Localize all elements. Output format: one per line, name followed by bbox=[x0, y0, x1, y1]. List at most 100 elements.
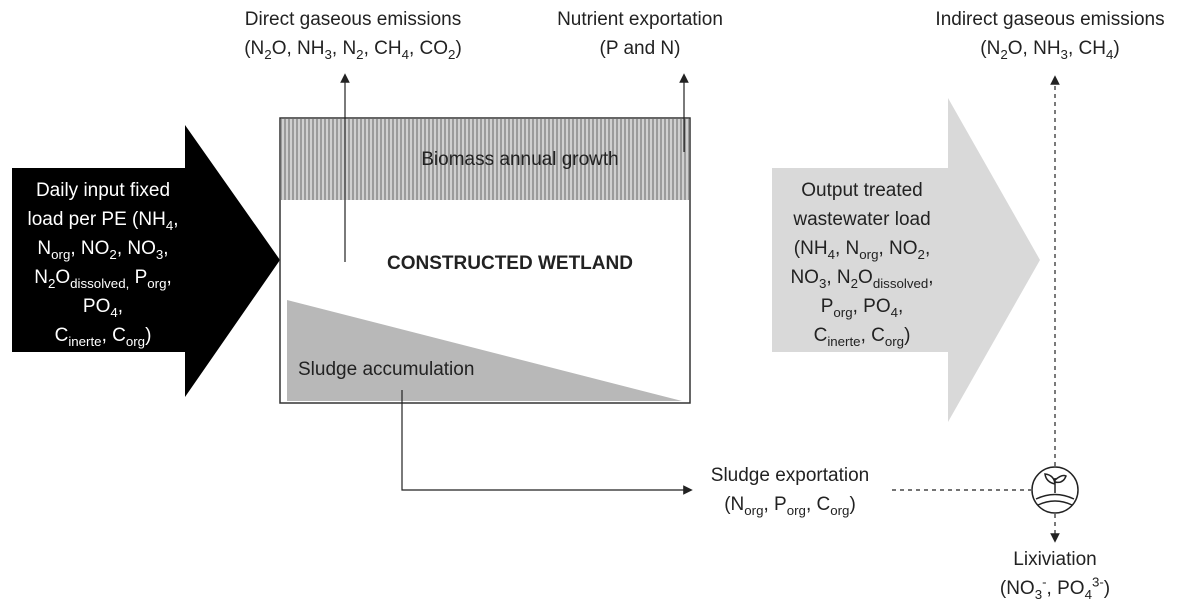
text-run: , NO bbox=[116, 238, 156, 259]
text-line: (NO3-, PO43-) bbox=[1000, 574, 1110, 603]
text-run: 3 bbox=[1060, 46, 1068, 62]
text-line: Biomass annual growth bbox=[421, 145, 619, 174]
text-run: (N bbox=[244, 38, 265, 59]
sludge-accumulation-label: Sludge accumulation bbox=[298, 355, 474, 384]
text-run: Daily input fixed bbox=[35, 180, 171, 201]
text-run: 3 bbox=[818, 275, 827, 291]
text-run: 4 bbox=[1084, 586, 1092, 602]
text-run: org bbox=[859, 246, 879, 262]
sludge-export-arrow bbox=[401, 390, 693, 495]
text-run: ) bbox=[455, 38, 462, 59]
text-run: Biomass annual growth bbox=[421, 149, 619, 170]
text-run: (N bbox=[980, 38, 1001, 59]
input-arrow bbox=[12, 125, 280, 397]
lixiviation-label: Lixiviation (NO3-, PO43-) bbox=[1000, 545, 1110, 603]
text-run: O, NH bbox=[271, 38, 325, 59]
text-run: inerte bbox=[827, 333, 861, 349]
text-run: org bbox=[744, 502, 764, 518]
text-run: wastewater load bbox=[793, 209, 931, 230]
text-line: wastewater load bbox=[790, 205, 933, 234]
text-run: , CO bbox=[408, 38, 449, 59]
text-line: Cinerte, Corg) bbox=[27, 321, 178, 350]
text-run: C bbox=[813, 325, 828, 346]
text-run: (NO bbox=[999, 578, 1035, 599]
text-run: 2 bbox=[109, 246, 117, 262]
text-run: 2 bbox=[264, 46, 272, 62]
text-run: 4 bbox=[165, 217, 174, 233]
text-run: org bbox=[786, 502, 806, 518]
text-run: , bbox=[166, 267, 172, 288]
text-run: , C bbox=[805, 494, 831, 515]
text-line: (N2O, NH3, N2, CH4, CO2) bbox=[244, 34, 462, 63]
text-run: ) bbox=[904, 325, 911, 346]
text-run: dissolved bbox=[872, 275, 929, 291]
text-run: 2 bbox=[917, 246, 925, 262]
text-line: Direct gaseous emissions bbox=[244, 5, 462, 34]
sludge-wedge bbox=[287, 300, 682, 401]
text-line: Porg, PO4, bbox=[790, 292, 933, 321]
text-run: 2 bbox=[1000, 46, 1008, 62]
text-run: , bbox=[117, 296, 124, 317]
text-line: Output treated bbox=[790, 176, 933, 205]
biomass-label: Biomass annual growth bbox=[421, 145, 619, 174]
text-run: P bbox=[129, 267, 148, 288]
text-line: (N2O, NH3, CH4) bbox=[935, 34, 1164, 63]
text-run: 2 bbox=[448, 46, 456, 62]
text-run: , P bbox=[763, 494, 787, 515]
output-arrow bbox=[772, 98, 1040, 422]
text-run: 3 bbox=[324, 46, 332, 62]
text-run: (N bbox=[724, 494, 745, 515]
text-run: org bbox=[833, 304, 853, 320]
text-run: Sludge exportation bbox=[710, 465, 870, 486]
text-run: Output treated bbox=[801, 180, 923, 201]
text-run: ) bbox=[145, 325, 152, 346]
text-line: Daily input fixed bbox=[27, 176, 178, 205]
text-run: Nutrient exportation bbox=[557, 9, 723, 30]
text-run: Indirect gaseous emissions bbox=[935, 9, 1165, 30]
text-run: , bbox=[928, 267, 934, 288]
text-run: (P and N) bbox=[599, 38, 681, 59]
text-line: Norg, NO2, NO3, bbox=[27, 234, 178, 263]
text-run: , N bbox=[826, 267, 851, 288]
text-line: Nutrient exportation bbox=[557, 5, 723, 34]
indirect-emissions-label: Indirect gaseous emissions (N2O, NH3, CH4… bbox=[935, 5, 1164, 63]
text-run: org bbox=[147, 275, 167, 291]
text-run: , bbox=[173, 209, 179, 230]
sludge-exportation-label: Sludge exportation (Norg, Porg, Corg) bbox=[711, 461, 869, 519]
text-run: ) bbox=[849, 494, 856, 515]
direct-emissions-label: Direct gaseous emissions (N2O, NH3, N2, C… bbox=[244, 5, 462, 63]
text-run: , bbox=[924, 238, 931, 259]
text-run: , NO bbox=[878, 238, 918, 259]
text-run: load per PE (NH bbox=[27, 209, 166, 230]
text-run: 3 bbox=[1034, 586, 1043, 602]
text-run: Lixiviation bbox=[1013, 549, 1097, 570]
text-line: Cinerte, Corg) bbox=[790, 321, 933, 350]
input-label: Daily input fixed load per PE (NH4, Norg, … bbox=[27, 176, 178, 350]
text-line: Indirect gaseous emissions bbox=[935, 5, 1164, 34]
text-run: , bbox=[163, 238, 169, 259]
text-line: load per PE (NH4, bbox=[27, 205, 178, 234]
nutrient-exportation-label: Nutrient exportation (P and N) bbox=[557, 5, 723, 63]
text-run: , C bbox=[860, 325, 885, 346]
text-run: 4 bbox=[110, 304, 118, 320]
text-run: 3- bbox=[1091, 574, 1104, 590]
text-run: 3 bbox=[155, 246, 164, 262]
text-line: Sludge accumulation bbox=[298, 355, 474, 384]
text-run: , N bbox=[834, 238, 860, 259]
text-run: org bbox=[884, 333, 905, 349]
text-run: 2 bbox=[47, 275, 56, 291]
text-run: - bbox=[1042, 574, 1047, 590]
text-line: NO3, N2Odissolved, bbox=[790, 263, 933, 292]
text-line: (P and N) bbox=[557, 34, 723, 63]
text-run: org bbox=[51, 246, 71, 262]
text-run: dissolved, bbox=[70, 275, 130, 291]
text-run: , NO bbox=[70, 238, 110, 259]
biomass-band bbox=[281, 119, 689, 200]
text-run: ) bbox=[1103, 578, 1111, 599]
text-run: C bbox=[54, 325, 69, 346]
text-run: N bbox=[37, 238, 52, 259]
soil-plant-icon bbox=[1031, 466, 1079, 514]
text-run: NO bbox=[790, 267, 819, 288]
text-run: , CH bbox=[1067, 38, 1106, 59]
wetland-label: CONSTRUCTED WETLAND bbox=[387, 249, 633, 278]
